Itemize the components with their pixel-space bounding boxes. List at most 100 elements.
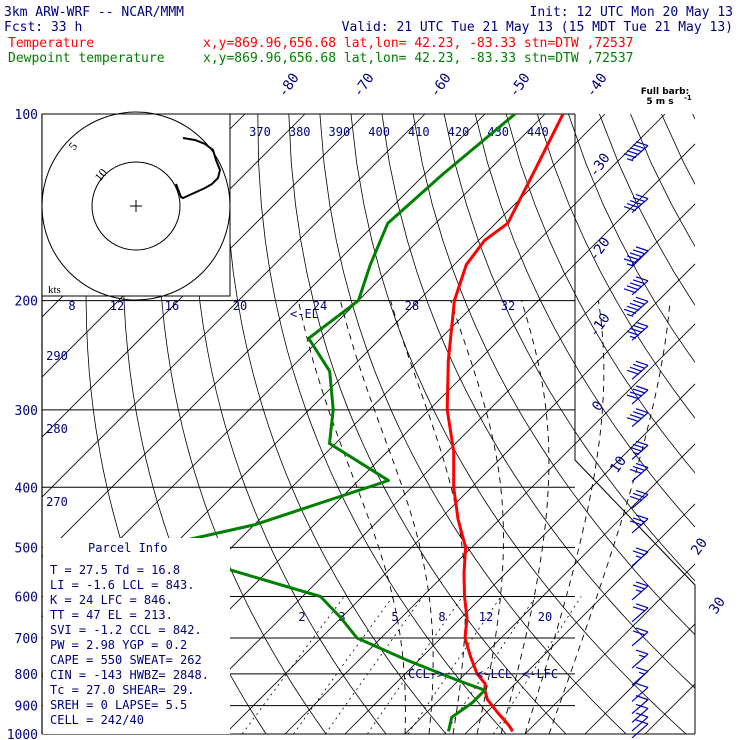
barb-flag	[626, 417, 640, 423]
barb-staff	[631, 653, 649, 669]
moist-adiabat-line	[524, 300, 605, 734]
barb-half-flag	[635, 555, 643, 559]
theta-label: 270	[46, 495, 68, 509]
barb-flag	[635, 489, 649, 495]
wind-barb-icon	[631, 603, 649, 623]
isotherm-line	[524, 563, 695, 734]
isotherm-line	[584, 623, 695, 734]
mixing-ratio-label: 20	[233, 299, 247, 313]
barb-flag	[629, 302, 643, 308]
wind-barb-icon	[629, 489, 649, 509]
barb-legend-exp: -1	[684, 94, 692, 102]
barb-half-flag	[626, 313, 634, 317]
barb-flag	[632, 363, 646, 369]
isotherm-line	[42, 114, 486, 558]
barb-flag	[635, 627, 649, 633]
mixing-ratio-label: 8	[68, 299, 75, 313]
barb-staff	[631, 518, 649, 534]
barb-flag	[632, 550, 646, 556]
parcel-line: SVI = -1.2 CCL = 842.	[50, 623, 202, 637]
parcel-info-background	[43, 538, 230, 734]
dry-adiabat-line	[350, 114, 687, 734]
barb-flag	[632, 606, 646, 612]
isotherm-label: -20	[586, 234, 614, 264]
pressure-tick-label: 800	[15, 668, 38, 683]
wind-barb-icon	[629, 514, 649, 534]
level-annotations: <-EL CCL-> <-LCL <-LFC	[290, 307, 558, 681]
pressure-tick-label: 400	[15, 481, 38, 496]
barb-staff	[631, 708, 649, 723]
barb-staff	[631, 444, 649, 460]
barb-flag	[632, 324, 646, 330]
wind-barbs	[623, 141, 649, 739]
isotherm-label: -30	[586, 150, 614, 180]
barb-flag	[629, 520, 643, 526]
isotherm-label: -10	[586, 310, 614, 340]
wind-barb-icon	[631, 682, 649, 702]
mixing-ratio-line	[324, 596, 424, 734]
mixing-ratio-line	[366, 596, 463, 734]
theta-label: 400	[368, 125, 390, 139]
theta-label: 420	[448, 125, 470, 139]
model-title: 3km ARW-WRF -- NCAR/MMM	[4, 5, 184, 20]
valid-time: Valid: 21 UTC Tue 21 May 13 (15 MDT Tue …	[342, 20, 733, 35]
wind-barb-icon	[626, 385, 649, 405]
init-time: Init: 12 UTC Mon 20 May 13	[530, 5, 734, 20]
barb-flag	[629, 282, 643, 288]
el-marker: <-EL	[290, 307, 319, 321]
wind-barb-icon	[631, 703, 649, 723]
parcel-line: K = 24 LFC = 846.	[50, 593, 173, 607]
wind-barb-icon	[623, 276, 649, 296]
parcel-line: CELL = 242/40	[50, 713, 144, 727]
mixing-ratio-label: 12	[479, 610, 493, 624]
barb-flag	[635, 462, 649, 469]
barb-flag	[626, 330, 640, 336]
barb-flag	[635, 547, 649, 553]
wind-barb-icon	[631, 666, 649, 686]
barb-staff	[631, 607, 649, 623]
isotherm-line	[42, 114, 366, 438]
barb-flag	[626, 203, 640, 209]
isotherm-label: 10	[607, 453, 630, 476]
wind-barb-icon	[629, 462, 649, 482]
isotherm-line	[705, 114, 740, 734]
parcel-line: TT = 47 EL = 213.	[50, 608, 173, 622]
hodograph-units: kts	[48, 284, 61, 296]
mixing-ratio-label: 32	[501, 299, 515, 313]
barb-half-flag	[626, 263, 634, 267]
barb-flag	[632, 443, 646, 449]
parcel-line: CIN = -143 HWBZ= 2848.	[50, 668, 209, 682]
barb-flag	[635, 712, 649, 718]
dewpoint-legend-label: Dewpoint temperature	[8, 51, 165, 66]
barb-flag	[632, 630, 646, 636]
dry-adiabat-line	[158, 114, 327, 734]
sounding-series	[152, 114, 565, 733]
barb-staff	[631, 585, 649, 601]
moist-adiabat-line	[500, 300, 550, 734]
dry-adiabat-line	[412, 114, 695, 636]
barb-staff	[631, 670, 649, 686]
barb-flag	[623, 206, 637, 212]
moist-adiabat-line	[548, 300, 671, 734]
dry-adiabat-line	[536, 114, 695, 419]
barb-flag	[629, 495, 643, 501]
temperature-legend-label: Temperature	[8, 36, 94, 51]
lcl-marker: <-LCL	[476, 667, 512, 681]
isotherm-label: 20	[688, 535, 711, 558]
dry-adiabat-line	[599, 114, 695, 306]
theta-label: 430	[487, 125, 509, 139]
barb-staff	[631, 412, 649, 428]
barb-half-flag	[632, 451, 640, 455]
header: 3km ARW-WRF -- NCAR/MMM Init: 12 UTC Mon…	[4, 5, 733, 66]
wind-barb-icon	[631, 581, 649, 601]
barb-flag	[635, 246, 649, 252]
barb-half-flag	[638, 654, 646, 658]
barb-flag	[632, 144, 646, 150]
barb-flag	[635, 385, 649, 391]
wind-barb-icon	[631, 719, 649, 739]
barb-flag	[626, 369, 640, 375]
theta-label: 410	[408, 125, 430, 139]
barb-flag	[626, 150, 640, 156]
barb-flag	[632, 517, 646, 523]
dry-adiabat-line	[474, 114, 695, 528]
